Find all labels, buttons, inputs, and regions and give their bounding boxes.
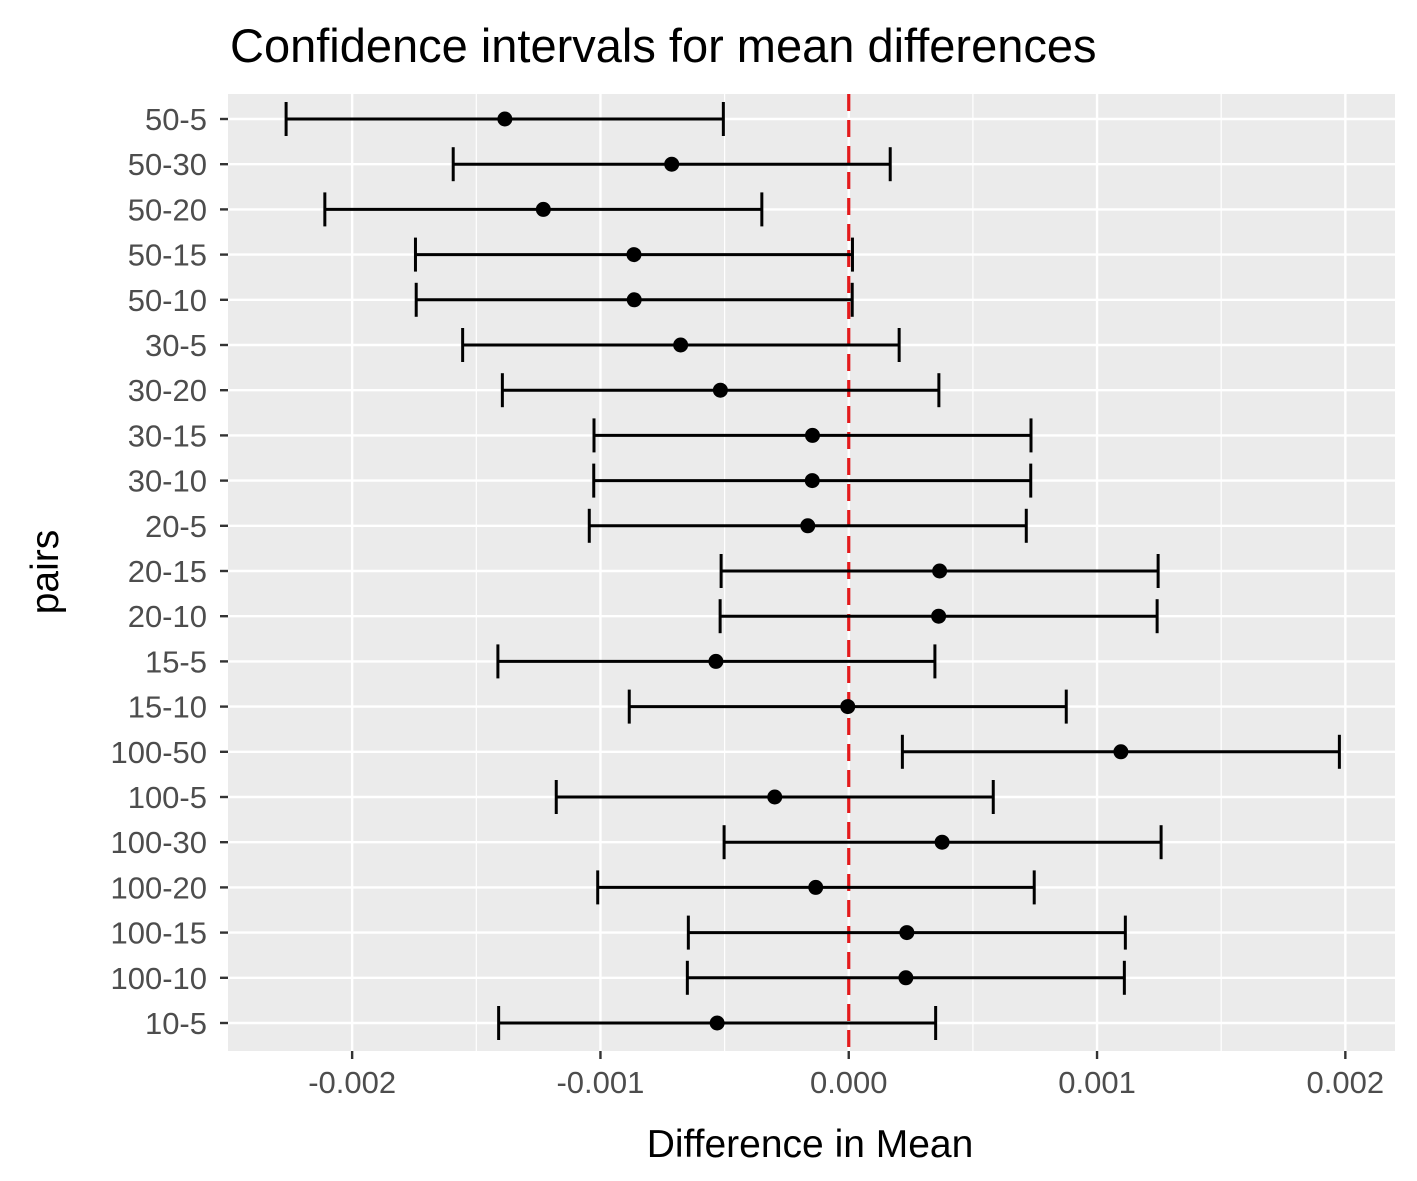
y-tick-label: 50-10 [128, 283, 207, 318]
estimate-point [804, 427, 820, 443]
estimate-point [497, 111, 513, 127]
y-tick-label: 50-20 [128, 192, 207, 227]
y-axis: 50-5 50-30 50-20 50-15 50-10 30-5 30-20 30-15 30… [110, 102, 228, 1041]
x-axis-title: Difference in Mean [647, 1123, 974, 1166]
estimate-point [664, 156, 680, 172]
y-axis-title: pairs [24, 530, 67, 615]
estimate-point [626, 247, 642, 263]
x-tick-label: 0.002 [1307, 1065, 1385, 1100]
y-tick-label: 100-50 [110, 735, 207, 770]
estimate-point [932, 563, 948, 579]
x-tick-label: 0.000 [810, 1065, 888, 1100]
y-tick-label: 15-10 [128, 690, 207, 725]
y-tick-label: 30-10 [128, 464, 207, 499]
estimate-point [709, 1015, 725, 1031]
y-tick-label: 30-15 [128, 418, 207, 453]
y-tick-label: 20-5 [145, 509, 207, 544]
y-tick-label: 100-30 [110, 825, 207, 860]
estimate-point [934, 834, 950, 850]
y-tick-label: 50-30 [128, 147, 207, 182]
estimate-point [673, 337, 689, 353]
y-tick-label: 100-15 [110, 916, 207, 951]
y-tick-label: 20-15 [128, 554, 207, 589]
chart-title: Confidence intervals for mean difference… [230, 19, 1097, 72]
x-axis: -0.002 -0.001 0.000 0.001 0.002 [308, 1051, 1384, 1100]
estimate-point [712, 382, 728, 398]
estimate-point [840, 699, 856, 715]
estimate-point [708, 653, 724, 669]
y-tick-label: 100-10 [110, 961, 207, 996]
estimate-point [767, 789, 783, 805]
y-tick-label: 20-10 [128, 599, 207, 634]
estimate-point [1113, 744, 1129, 760]
estimate-points [497, 111, 1129, 1031]
y-tick-label: 100-5 [128, 780, 207, 815]
y-tick-label: 15-5 [145, 644, 207, 679]
estimate-point [800, 518, 816, 534]
y-tick-label: 30-20 [128, 373, 207, 408]
x-tick-label: 0.001 [1058, 1065, 1136, 1100]
y-tick-label: 30-5 [145, 328, 207, 363]
estimate-point [535, 201, 551, 217]
estimate-point [804, 473, 820, 489]
y-tick-label: 50-5 [145, 102, 207, 137]
estimate-point [899, 925, 915, 941]
x-tick-label: -0.002 [308, 1065, 396, 1100]
estimate-point [898, 970, 914, 986]
y-tick-label: 100-20 [110, 870, 207, 905]
estimate-point [626, 292, 642, 308]
estimate-point [931, 608, 947, 624]
y-tick-label: 50-15 [128, 238, 207, 273]
estimate-point [808, 879, 824, 895]
x-tick-label: -0.001 [556, 1065, 644, 1100]
y-tick-label: 10-5 [145, 1006, 207, 1041]
